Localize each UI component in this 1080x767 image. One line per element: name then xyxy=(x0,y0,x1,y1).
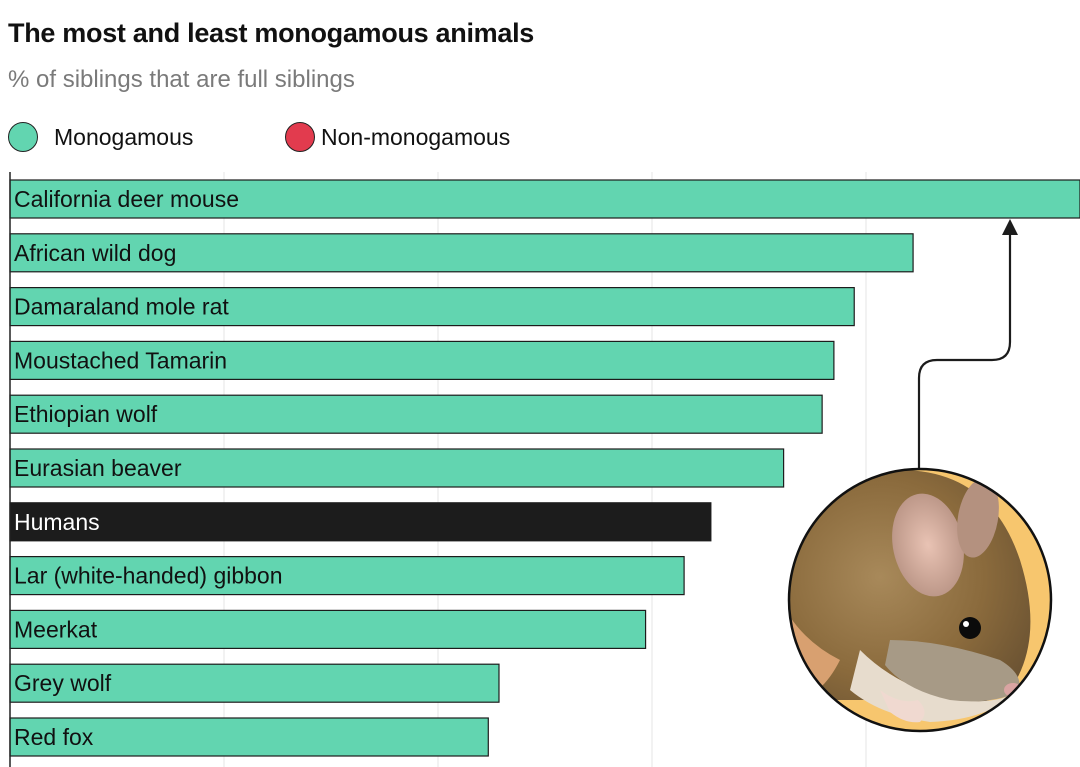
bar-9 xyxy=(9,663,500,703)
bar-7 xyxy=(9,555,685,596)
mouse-photo-icon xyxy=(787,467,1053,733)
bar-label-1: African wild dog xyxy=(14,240,176,266)
annotation-connector xyxy=(917,232,1012,468)
bar-10 xyxy=(9,717,489,757)
bar-1 xyxy=(9,233,914,273)
bar-label-6: Humans xyxy=(14,509,100,535)
bar-label-10: Red fox xyxy=(14,724,94,750)
bar-label-7: Lar (white-handed) gibbon xyxy=(14,563,283,589)
bar-8 xyxy=(9,609,647,650)
bars xyxy=(9,179,1080,757)
bar-5 xyxy=(9,448,785,488)
legend-swatch-non-monogamous xyxy=(285,122,315,152)
bar-label-2: Damaraland mole rat xyxy=(14,294,229,320)
bar-label-8: Meerkat xyxy=(14,616,98,642)
bar-2 xyxy=(9,287,855,327)
bar-label-3: Moustached Tamarin xyxy=(14,347,227,373)
bar-labels: California deer mouse African wild dog Dam… xyxy=(14,186,283,750)
bar-label-4: Ethiopian wolf xyxy=(14,401,158,427)
legend-item-monogamous: Monogamous xyxy=(8,122,193,152)
chart-subtitle: % of siblings that are full siblings xyxy=(8,66,355,93)
bar-0 xyxy=(9,179,1080,219)
bar-label-0: California deer mouse xyxy=(14,186,239,212)
bar-label-9: Grey wolf xyxy=(14,670,112,696)
legend-item-non-monogamous: Non-monogamous xyxy=(285,122,510,152)
bar-3 xyxy=(9,340,835,380)
bar-label-5: Eurasian beaver xyxy=(14,455,182,481)
legend-swatch-monogamous xyxy=(8,122,38,152)
legend-label-monogamous: Monogamous xyxy=(54,123,194,150)
arrowhead-icon xyxy=(1002,219,1018,235)
bar-6 xyxy=(9,502,712,542)
legend-label-non-monogamous: Non-monogamous xyxy=(321,123,511,150)
chart-title: The most and least monogamous animals xyxy=(8,18,535,48)
